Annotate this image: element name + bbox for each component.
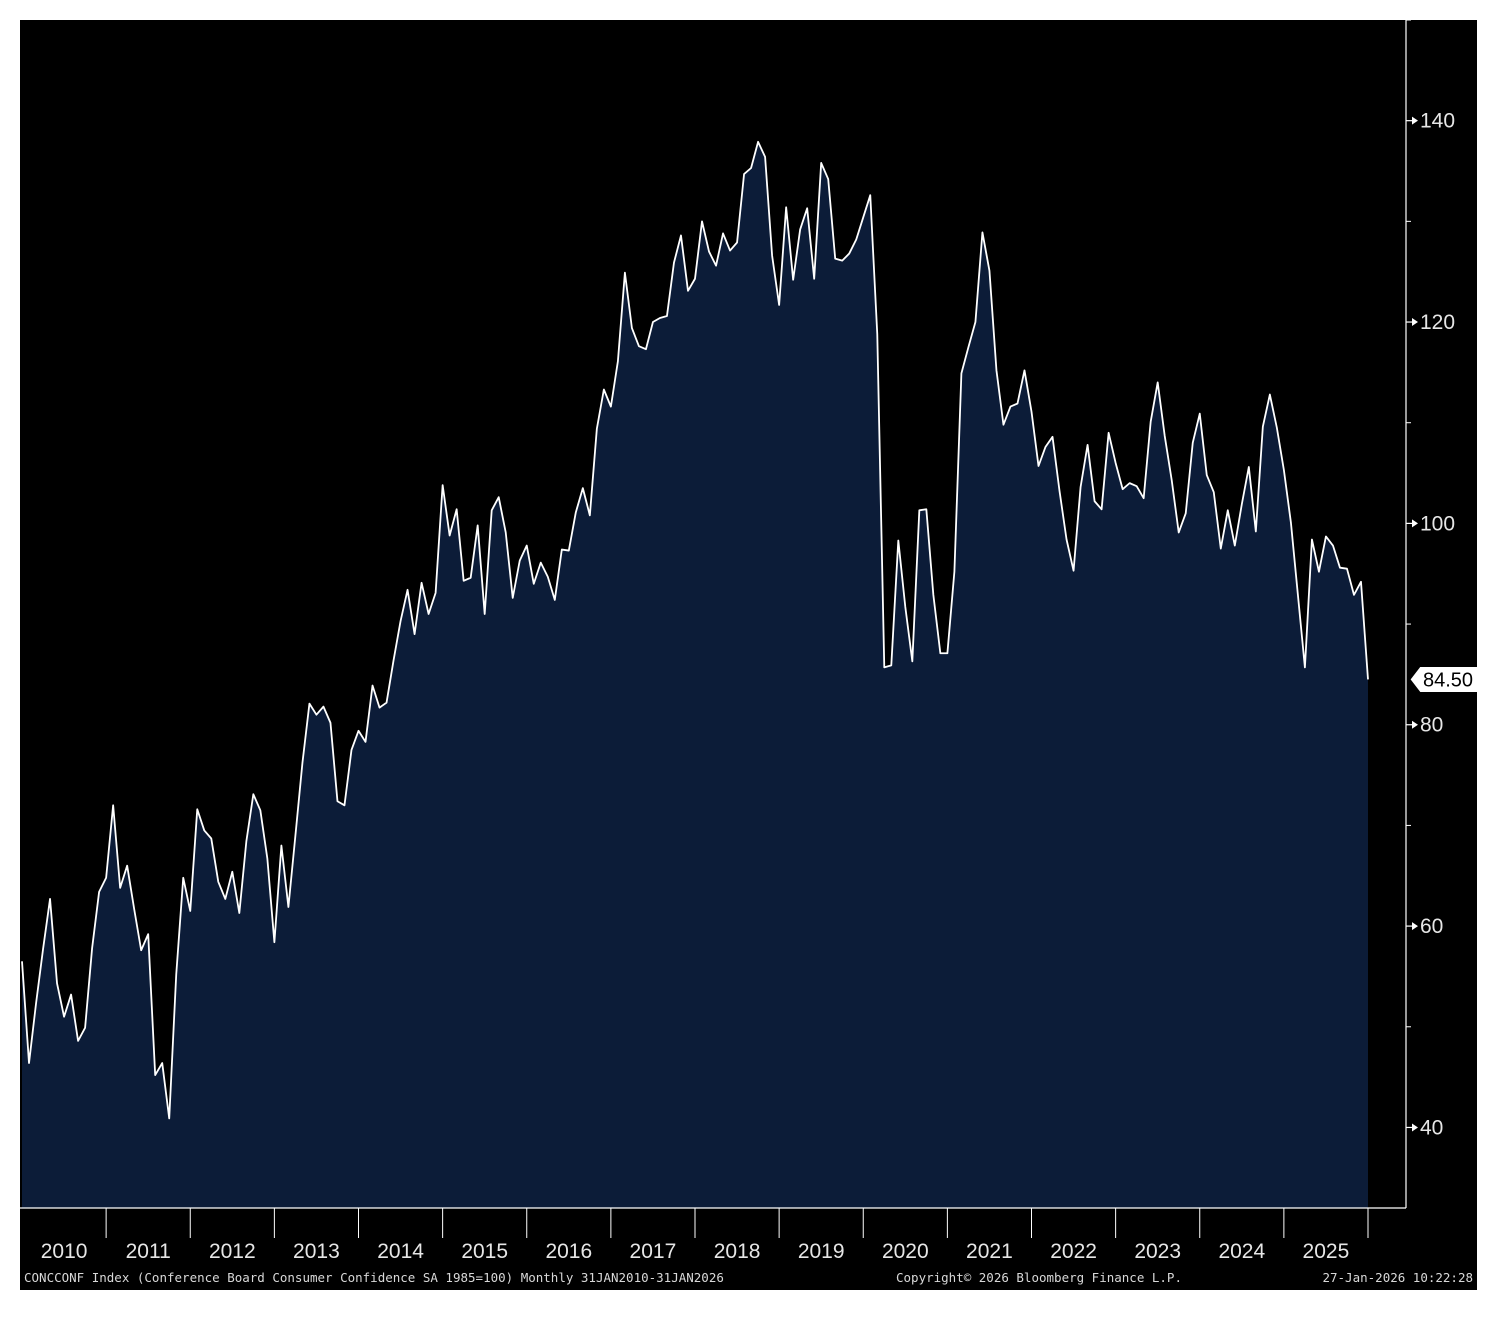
year-label: 2023 (1134, 1240, 1181, 1263)
y-tick-label: 140 (1420, 110, 1455, 133)
year-label: 2022 (1050, 1240, 1097, 1263)
year-label: 2013 (293, 1240, 340, 1263)
x-axis: 2010 2011 2012 2013 2014 2015 2016 2017 2018 2019… (20, 1207, 1406, 1263)
year-label: 2024 (1218, 1240, 1265, 1263)
y-tick-label: 80 (1420, 714, 1443, 737)
plot-area (21, 140, 1369, 1208)
year-label: 2015 (461, 1240, 508, 1263)
year-label: 2018 (714, 1240, 761, 1263)
year-label: 2025 (1303, 1240, 1350, 1263)
y-tick-label: 40 (1420, 1116, 1443, 1139)
year-label: 2020 (882, 1240, 929, 1263)
y-tick-arrow (1412, 720, 1418, 729)
y-tick-arrow (1412, 519, 1418, 528)
year-label: 2017 (630, 1240, 677, 1263)
year-label: 2011 (126, 1240, 171, 1263)
y-tick-label: 100 (1420, 512, 1455, 535)
series-line (21, 140, 1369, 1120)
footer-description: CONCCONF Index (Conference Board Consume… (24, 1270, 724, 1285)
y-tick-arrow (1412, 1123, 1418, 1132)
footer-timestamp: 27-Jan-2026 10:22:28 (1322, 1270, 1473, 1285)
year-label: 2012 (209, 1240, 256, 1263)
last-value-tag (1409, 665, 1477, 693)
y-axis: 40 60 80 100 120 140 84.50 (1405, 20, 1477, 1208)
series-area-fill (22, 141, 1368, 1208)
last-value-label: 84.50 (1423, 669, 1473, 691)
y-tick-label: 120 (1420, 311, 1455, 334)
footer-copyright: Copyright© 2026 Bloomberg Finance L.P. (896, 1270, 1182, 1285)
y-tick-label: 60 (1420, 915, 1443, 938)
year-label: 2016 (545, 1240, 592, 1263)
y-tick-arrow (1412, 318, 1418, 327)
y-tick-arrow (1412, 116, 1418, 125)
year-label: 2021 (966, 1240, 1013, 1263)
year-label: 2019 (798, 1240, 845, 1263)
y-tick-arrow (1412, 922, 1418, 931)
bloomberg-chart-panel: 40 60 80 100 120 140 84.50 2010 2011 2012 2013 201… (20, 20, 1477, 1290)
year-label: 2010 (41, 1240, 88, 1263)
year-label: 2014 (377, 1240, 424, 1263)
chart-footer: CONCCONF Index (Conference Board Consume… (24, 1270, 1473, 1285)
